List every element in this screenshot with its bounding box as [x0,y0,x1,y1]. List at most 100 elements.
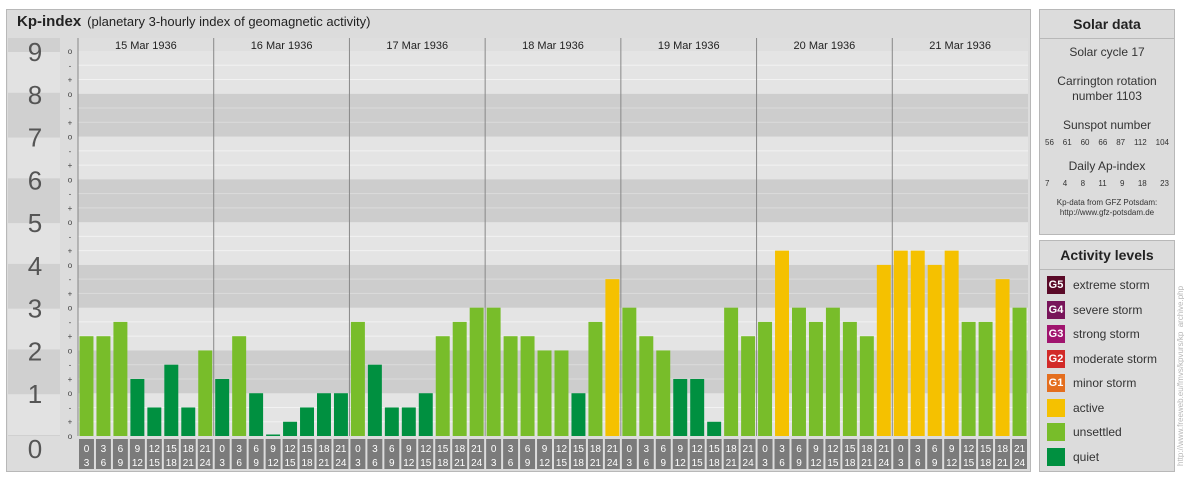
source-watermark: http://www.freeweb.eu/fmvs/kpvurs/kp_arc… [1176,285,1184,466]
hour-label-end: 12 [539,458,551,469]
level-swatch: G5 [1047,276,1065,295]
y-label-band [8,52,60,93]
chart-title-row: Kp-index (planetary 3-hourly index of geo… [17,13,370,30]
hour-label-start: 6 [253,444,259,455]
hour-label-end: 3 [491,458,497,469]
ap-value: 9 [1120,179,1125,188]
ap-value: 7 [1045,179,1050,188]
y-label-band [8,265,60,307]
kp-band [78,222,1028,265]
hour-label-end: 6 [372,458,378,469]
kp-bar [673,378,688,436]
y-minor-label: o [68,133,73,142]
kp-bar [741,336,756,436]
hour-cell [723,439,739,469]
kp-band [78,51,1028,94]
hour-cell [876,439,892,469]
level-label: moderate storm [1073,351,1158,366]
kp-bar [486,307,501,436]
hour-label-start: 3 [508,444,514,455]
hour-label-start: 15 [844,444,856,455]
carrington-line2: number 1103 [1072,89,1142,103]
y-minor-label: o [68,304,73,313]
kp-bar [571,393,586,436]
hour-cell [316,439,332,469]
y-minor-label: o [68,90,73,99]
kp-bar [944,250,959,436]
kp-band [78,179,1028,223]
y-minor-label: + [68,332,73,341]
kp-bar [333,393,348,436]
hour-label-start: 21 [200,444,212,455]
kp-bar [300,407,314,436]
hour-label-start: 6 [118,444,124,455]
hour-cell [520,439,536,469]
hour-label-end: 18 [844,458,856,469]
kp-bar [130,378,145,436]
hour-label-start: 9 [949,444,955,455]
kp-bar [910,250,925,436]
y-label-band [8,351,60,393]
kp-bar [995,279,1010,436]
kp-bar [401,407,416,436]
hour-label-end: 18 [980,458,992,469]
kp-bar [503,336,518,436]
kp-bar [724,307,739,436]
hour-cell [146,439,162,469]
level-label: quiet [1073,449,1100,464]
y-label-band [8,223,60,264]
hour-label-start: 21 [335,444,347,455]
hour-label-start: 9 [677,444,683,455]
hour-label-start: 12 [692,444,704,455]
activity-level-item: G5 extreme storm [1040,273,1174,298]
hour-label-start: 3 [644,444,650,455]
kp-bar [317,393,331,436]
activity-level-item: quiet [1040,445,1174,470]
kp-index-panel: 0 1 2 3 4 5 6 7 8 9 o + o + - o + - o + - o + - o + - o + - o + - o + - o -15… [6,9,1031,472]
hour-label-start: 9 [406,444,412,455]
hour-label-end: 6 [779,458,785,469]
hour-label-end: 24 [878,458,890,469]
hour-cell [995,439,1011,469]
hour-label-start: 9 [270,444,276,455]
kp-bar [808,321,823,436]
kp-bar [792,307,806,436]
day-label: 20 Mar 1936 [794,40,856,52]
activity-level-item: G4 severe storm [1040,298,1174,323]
hour-label-end: 18 [709,458,721,469]
ap-value: 11 [1098,179,1107,188]
hour-label-start: 6 [660,444,666,455]
hour-cell [859,439,875,469]
level-swatch: G1 [1047,374,1065,393]
hour-label-start: 0 [219,444,225,455]
y-minor-label: o [68,218,73,227]
y-tick-label: 6 [28,165,42,195]
hour-label-end: 24 [1014,458,1026,469]
day-label: 17 Mar 1936 [386,40,448,52]
y-minor-label: + [68,161,73,170]
hour-cell [638,439,654,469]
hour-label-end: 18 [301,458,313,469]
hour-label-end: 3 [898,458,904,469]
hour-cell [757,439,773,469]
y-tick-label: 9 [28,37,42,67]
kp-bar [96,336,111,436]
y-tick-label: 7 [28,123,42,153]
hour-cell [774,439,790,469]
hour-label-end: 21 [183,458,195,469]
y-minor-label: - [69,275,72,284]
sunspot-value: 112 [1133,138,1147,147]
hour-label-start: 3 [101,444,107,455]
y-minor-label: - [69,232,72,241]
hour-cell [910,439,926,469]
hour-label-end: 3 [355,458,361,469]
hour-label-end: 15 [556,458,568,469]
hour-label-end: 18 [437,458,449,469]
y-tick-label: 1 [28,379,42,409]
y-minor-label: o [68,261,73,270]
y-minor-label: + [68,204,73,213]
sunspot-value: 60 [1080,138,1090,147]
hour-label-start: 12 [284,444,296,455]
level-swatch [1047,398,1065,417]
hour-label-end: 6 [101,458,107,469]
